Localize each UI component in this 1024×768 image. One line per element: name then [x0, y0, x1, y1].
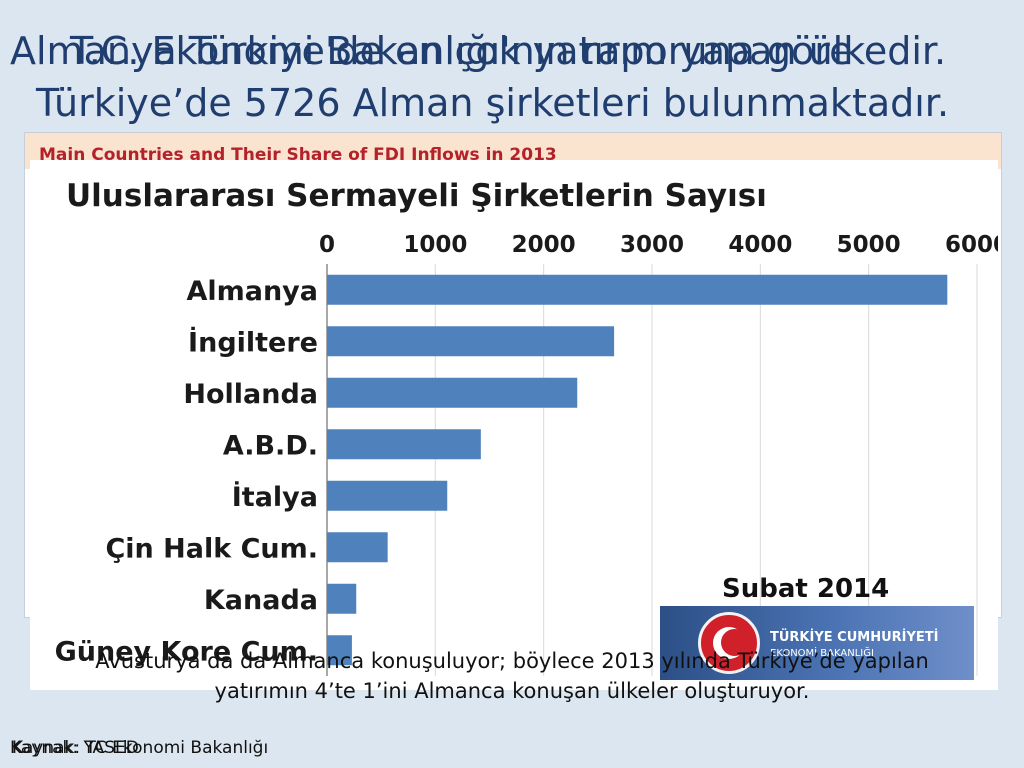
bar	[327, 480, 448, 511]
bar-chart: 0 1000 2000 3000 4000 5000 6000 Almanya İngilter…	[55, 232, 998, 676]
crescent-emblem-icon	[698, 612, 760, 674]
category-label: A.B.D.	[223, 430, 318, 461]
bar	[327, 583, 357, 614]
chart-panel: Uluslararası Sermayeli Şirketlerin Sayıs…	[30, 160, 998, 690]
body-text: Avusturya’da da Almanca konuşuluyor; böy…	[95, 649, 929, 703]
category-label: Hollanda	[183, 379, 318, 410]
category-label: Kanada	[204, 585, 318, 616]
bar	[327, 377, 578, 408]
title-line-1b: T.C. Ekonomi Bakanlığı'nın raporuna göre	[70, 29, 853, 73]
title-line-1a: Almanya Türkiye'de en çok yatırım yapan …	[10, 29, 947, 73]
x-tick-label: 0	[319, 232, 335, 258]
category-label: Almanya	[186, 276, 318, 307]
ministry-logo: TÜRKİYE CUMHURİYETİ EKONOMİ BAKANLIĞI	[660, 606, 974, 680]
title-line-2: Türkiye’de 5726 Alman şirketleri bulunma…	[36, 81, 950, 125]
x-tick-label: 2000	[512, 232, 576, 258]
category-label: Çin Halk Cum.	[105, 533, 318, 564]
category-label: İtalya	[232, 481, 318, 513]
category-label: İngiltere	[188, 326, 318, 358]
date-label: Subat 2014	[722, 574, 890, 604]
chart-title: Uluslararası Sermayeli Şirketlerin Sayıs…	[66, 178, 767, 214]
category-label: Güney Kore Cum.	[55, 636, 318, 667]
x-tick-label: 5000	[837, 232, 901, 258]
bar	[327, 429, 481, 460]
bar	[327, 274, 948, 305]
x-tick-label: 4000	[728, 232, 792, 258]
x-tick-label: 6000	[945, 232, 998, 258]
bar	[327, 635, 352, 666]
x-tick-label: 3000	[620, 232, 684, 258]
logo-text-line2: EKONOMİ BAKANLIĞI	[770, 648, 874, 659]
logo-text-line1: TÜRKİYE CUMHURİYETİ	[770, 630, 939, 645]
source-label-ministry: Kaynak: TC Ekonomi Bakanlığı	[12, 738, 269, 758]
bar	[327, 326, 615, 357]
source-label-yased: Kaynak: YASED	[10, 738, 139, 758]
bar	[327, 532, 388, 563]
x-tick-label: 1000	[403, 232, 467, 258]
